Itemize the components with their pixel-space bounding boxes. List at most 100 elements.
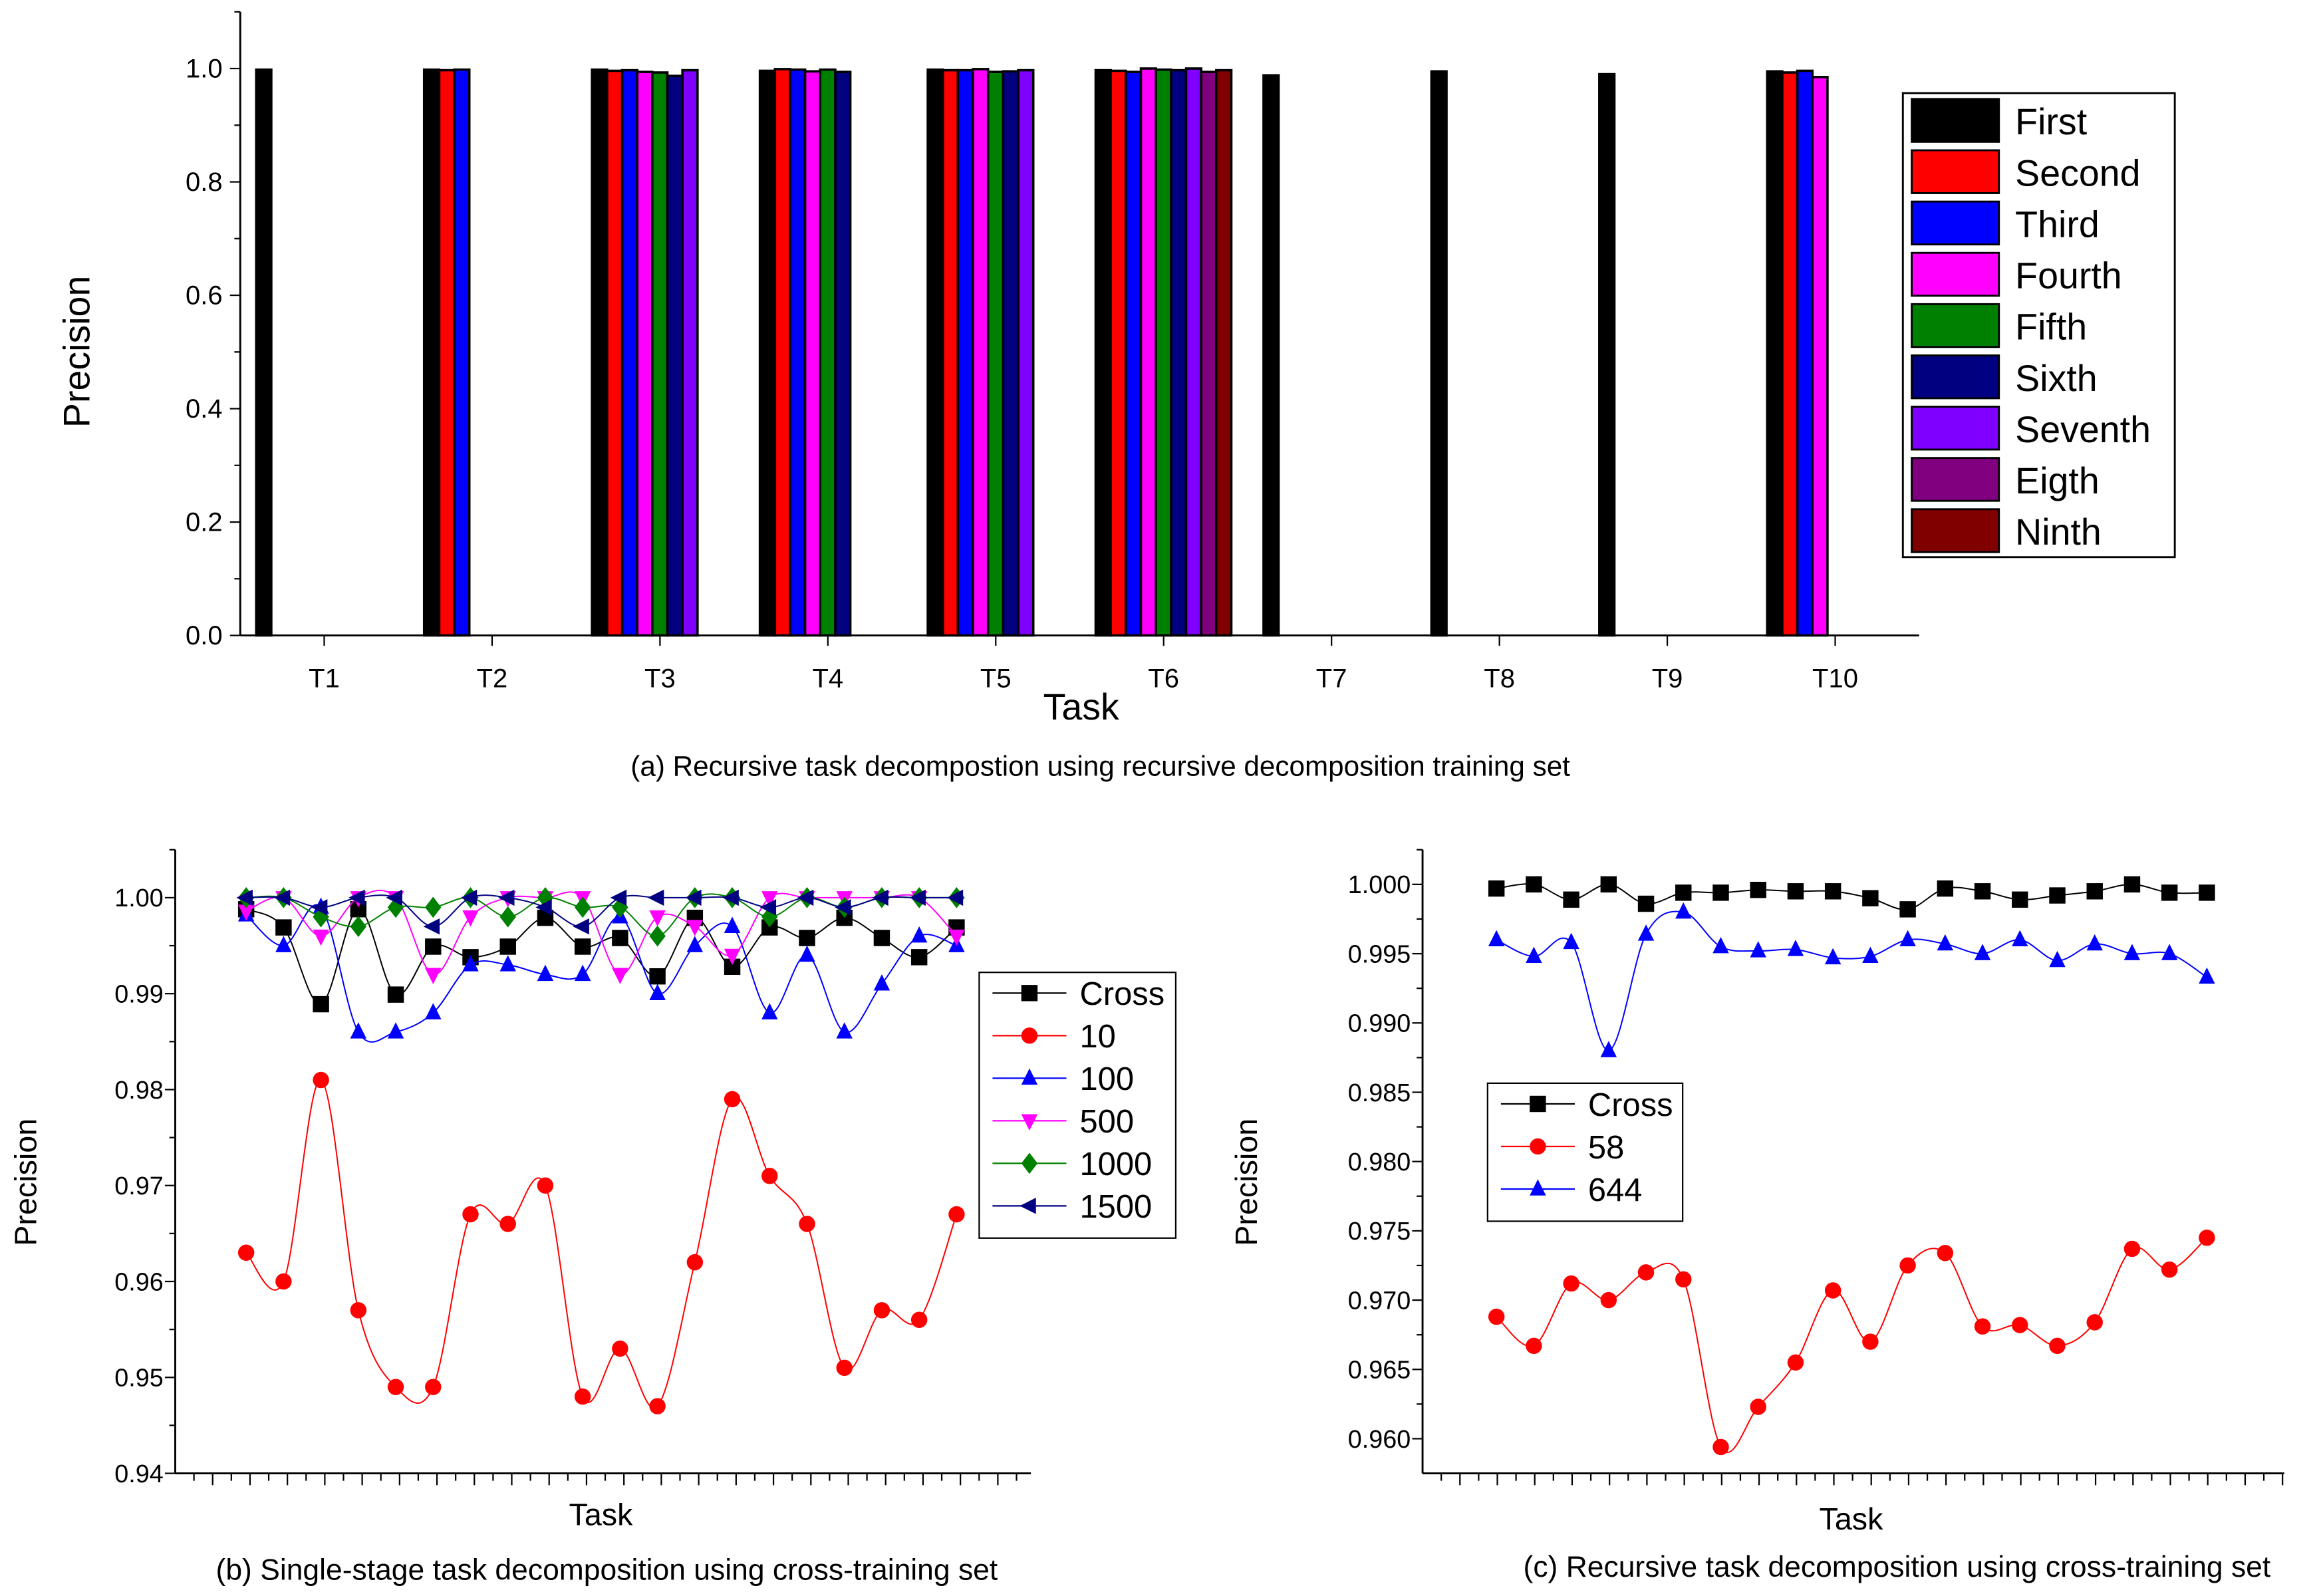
y-tick-label: 0.970 <box>1348 1287 1411 1315</box>
bar-T7-first <box>1262 74 1280 637</box>
data-point-triangle-up <box>1021 1068 1038 1085</box>
data-point-circle <box>2012 1317 2028 1333</box>
data-point-circle <box>462 1206 479 1223</box>
y-tick-label: 1.000 <box>1348 871 1411 899</box>
data-point-triangle-left <box>498 889 515 906</box>
data-point-square <box>2049 887 2066 904</box>
data-point-triangle-left <box>610 889 627 906</box>
data-point-square <box>873 930 890 946</box>
data-point-triangle-up <box>574 964 591 982</box>
bar-T6-third <box>1125 70 1143 637</box>
series-line <box>1496 1237 2208 1454</box>
bar-T6-eigth <box>1200 70 1218 637</box>
data-point-triangle-left <box>573 918 589 935</box>
data-point-circle <box>799 1216 815 1232</box>
bar-T5-first <box>926 68 944 637</box>
data-point-triangle-up <box>2049 950 2066 968</box>
data-point-square <box>2012 891 2028 908</box>
legend-label: Eigth <box>2015 460 2100 501</box>
data-point-triangle-up <box>1712 936 1729 954</box>
bar-T4-sixth <box>834 70 852 637</box>
data-point-square <box>612 930 628 946</box>
data-point-square <box>1787 883 1804 900</box>
bar-T6-first <box>1094 68 1112 637</box>
data-point-diamond <box>649 925 666 947</box>
legend: Cross 58 644 <box>1486 1082 1684 1222</box>
data-point-triangle-up <box>350 1022 367 1039</box>
data-point-triangle-up <box>799 945 815 962</box>
bar-T6-sixth <box>1170 68 1188 637</box>
data-point-square <box>574 938 591 955</box>
y-tick-label: 0.0 <box>186 621 223 650</box>
data-point-square <box>1530 1095 1546 1113</box>
data-point-square <box>1712 884 1729 901</box>
series-cross <box>237 901 965 1013</box>
bar-T6-fifth <box>1155 68 1172 637</box>
data-point-circle <box>1526 1337 1542 1355</box>
data-point-square <box>2123 876 2141 893</box>
legend: Cross 10 100 500 1000 1500 <box>978 972 1177 1239</box>
bar-T10-second <box>1781 71 1799 637</box>
data-point-triangle-down <box>948 929 965 946</box>
y-tick-label: 0.99 <box>114 981 164 1009</box>
legend: First Second Third Fourth Fifth Sixth Seventh E… <box>1901 92 2176 559</box>
series-58 <box>1488 1230 2215 1456</box>
data-point-circle <box>910 1311 928 1328</box>
bar-T4-third <box>789 68 807 637</box>
data-point-triangle-up <box>1824 948 1842 965</box>
data-point-circle <box>1937 1244 1954 1262</box>
data-point-triangle-down <box>649 910 666 927</box>
y-tick-label: 0.6 <box>186 281 223 310</box>
bar-T6-fourth <box>1139 67 1157 637</box>
bar-T5-third <box>956 68 974 637</box>
data-point-circle <box>2123 1240 2141 1258</box>
data-point-circle <box>350 1302 367 1319</box>
y-tick-label: 0.98 <box>114 1077 164 1105</box>
x-axis-label: Task <box>569 1497 634 1531</box>
data-point-triangle-down <box>237 904 255 921</box>
data-point-triangle-up <box>1563 932 1579 950</box>
data-point-triangle-left <box>722 889 739 906</box>
data-point-triangle-up <box>1675 902 1692 919</box>
legend-label: 500 <box>1080 1104 1135 1140</box>
bar-T5-seventh <box>1017 68 1035 637</box>
data-point-square <box>1563 891 1579 908</box>
data-point-triangle-up <box>836 1022 853 1039</box>
y-axis-label: Precision <box>9 1119 43 1246</box>
bar-T5-sixth <box>1002 70 1020 637</box>
series-500 <box>237 889 965 984</box>
data-point-triangle-up <box>425 1003 442 1019</box>
data-point-circle <box>237 1244 255 1261</box>
legend-label: First <box>2015 101 2088 142</box>
data-point-square <box>1862 890 1879 906</box>
bar-T6-ninth <box>1215 68 1233 637</box>
data-point-circle <box>649 1398 666 1414</box>
legend-swatch <box>1911 200 2000 245</box>
data-point-circle <box>425 1379 442 1395</box>
y-tick-label: 0.975 <box>1348 1218 1411 1246</box>
data-point-circle <box>686 1254 704 1271</box>
data-point-diamond <box>425 896 442 918</box>
bar-T3-first <box>591 68 609 637</box>
data-point-triangle-up <box>537 964 554 982</box>
data-point-triangle-down <box>686 920 704 936</box>
y-tick-label: 0.94 <box>114 1460 164 1488</box>
y-tick-label: 0.8 <box>186 168 223 197</box>
data-point-triangle-left <box>348 889 365 906</box>
data-point-square <box>2086 883 2103 900</box>
legend-box <box>978 972 1177 1239</box>
data-point-circle <box>387 1379 404 1395</box>
x-tick-label: T4 <box>812 664 843 693</box>
panel-a-bar-chart: 0.0 0.2 0.4 0.6 0.8 1.0 T1 T2 T3 T4 T5 T6 T7 T8 T9 T10 T… <box>57 11 2176 782</box>
bar-T8-first <box>1430 70 1448 637</box>
data-point-triangle-up <box>462 955 479 972</box>
y-tick-label: 0.980 <box>1348 1148 1411 1176</box>
series-line <box>245 1079 958 1409</box>
bar-T3-second <box>606 69 624 637</box>
data-point-circle <box>2049 1337 2066 1355</box>
data-point-circle <box>1488 1308 1505 1325</box>
data-point-circle <box>1530 1138 1546 1155</box>
y-tick-label: 0.995 <box>1348 940 1411 968</box>
data-point-triangle-up <box>910 926 928 943</box>
bar-T3-seventh <box>681 68 699 637</box>
